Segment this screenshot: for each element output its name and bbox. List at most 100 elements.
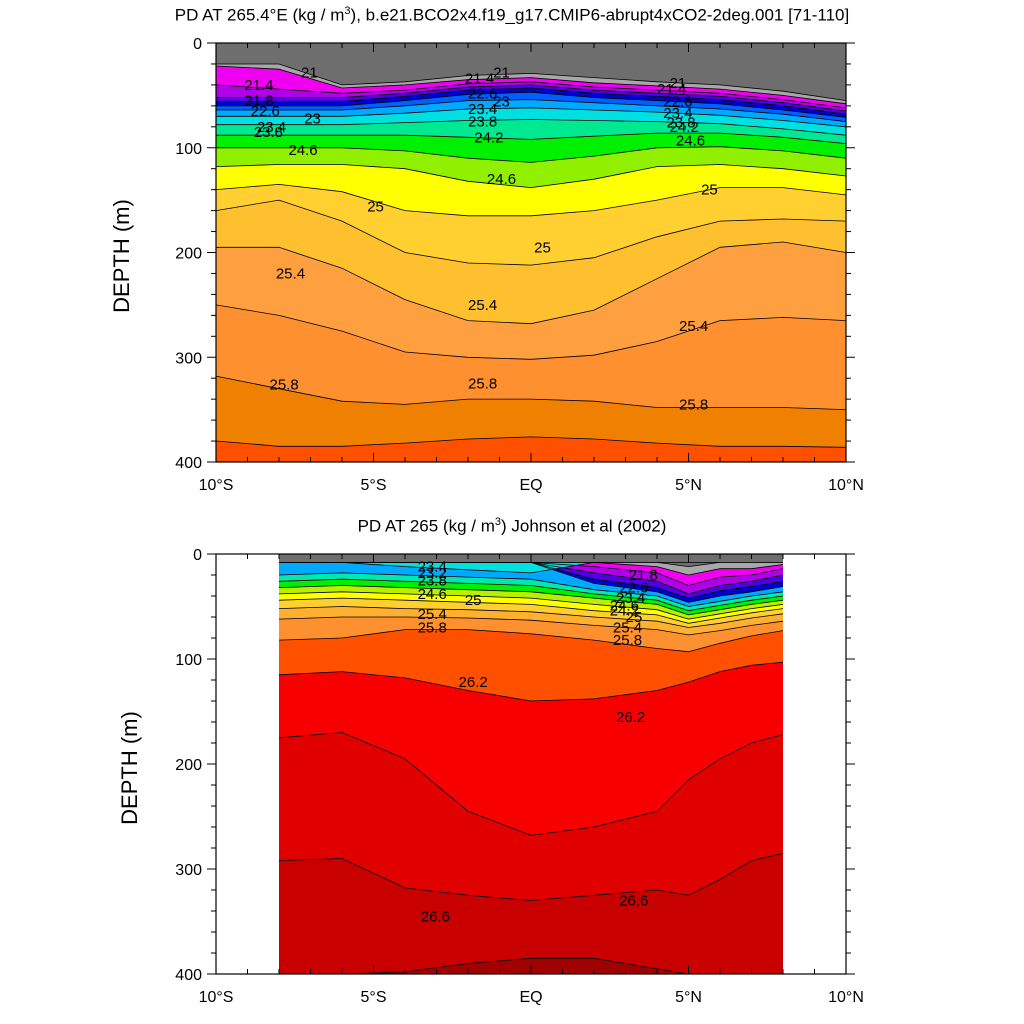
contour-label: 25.8 xyxy=(270,376,299,393)
x-tick-label: 10°S xyxy=(199,477,234,494)
contour-label: 23.8 xyxy=(418,572,447,589)
contour-line xyxy=(216,241,847,325)
contour-line xyxy=(215,164,847,189)
contour-label: 21.8 xyxy=(629,567,658,584)
x-tick-label: 5°S xyxy=(361,477,387,494)
contour-label: 24.2 xyxy=(610,603,639,620)
contour-label: 24.2 xyxy=(474,129,503,146)
contour-label: 23.8 xyxy=(254,124,283,141)
contour-label: 21 xyxy=(670,75,687,92)
bottom-chart-title: PD AT 265 (kg / m3) Johnson et al (2002) xyxy=(357,516,667,536)
y-tick-label: 200 xyxy=(175,757,202,774)
contour-labels: 23.423.823.224.6 2525.425.826.221.822.623… xyxy=(418,559,658,926)
bottom-contour-plot: 23.423.823.224.6 2525.425.826.221.822.623… xyxy=(175,547,864,1006)
contour-label: 21.8 xyxy=(244,93,273,110)
contour-label: 25.8 xyxy=(679,396,708,413)
y-tick-label: 300 xyxy=(175,862,202,879)
contour-label: 21 xyxy=(493,64,510,81)
contour-label: 23.4 xyxy=(616,590,645,607)
contour-line xyxy=(279,562,784,603)
contour-line xyxy=(278,852,784,901)
contour-label: 23.2 xyxy=(418,565,447,582)
y-tick-label: 400 xyxy=(175,967,202,984)
contour-label: 25 xyxy=(701,182,718,199)
contour-label: 22.6 xyxy=(251,103,280,120)
contour-label: 25.8 xyxy=(418,620,447,637)
contour-line xyxy=(278,597,784,624)
contour-line xyxy=(278,661,784,702)
y-tick-label: 200 xyxy=(175,246,202,263)
contour-label: 21.4 xyxy=(465,71,494,88)
y-tick-label: 400 xyxy=(175,455,202,472)
no-data-region xyxy=(216,554,279,974)
contour-label: 22.6 xyxy=(468,85,497,102)
contour-line xyxy=(278,591,784,620)
contour-label: 22.6 xyxy=(663,94,692,111)
no-data-region xyxy=(783,554,846,974)
contour-line xyxy=(215,199,847,266)
contour-label: 23.4 xyxy=(418,559,447,576)
axis-ticks xyxy=(207,42,855,463)
contour-line xyxy=(216,132,847,144)
contour-line xyxy=(215,183,847,217)
top-chart-title: PD AT 265.4°E (kg / m3), b.e21.BCO2x4.f1… xyxy=(174,5,850,25)
y-tick-label: 100 xyxy=(175,652,202,669)
y-tick-label: 300 xyxy=(175,350,202,367)
y-tick-label: 100 xyxy=(175,141,202,158)
x-tick-label: 10°N xyxy=(828,989,864,1006)
contour-line xyxy=(216,146,847,163)
contour-line xyxy=(278,616,784,636)
contour-label: 24.6 xyxy=(610,597,639,614)
contour-label: 25 xyxy=(367,198,384,215)
contour-label: 23.4 xyxy=(257,119,286,136)
contour-label: 24.6 xyxy=(418,586,447,603)
contour-label: 24.2 xyxy=(670,119,699,136)
contour-line xyxy=(216,99,847,122)
x-tick-label: 5°N xyxy=(675,477,702,494)
contour-label: 23 xyxy=(304,110,321,127)
contour-line xyxy=(278,572,784,607)
contour-line xyxy=(215,436,847,448)
contour-band xyxy=(216,43,846,101)
contour-label: 22.6 xyxy=(619,580,648,597)
x-tick-label: 5°N xyxy=(675,989,702,1006)
contour-label: 26.6 xyxy=(619,893,648,910)
contour-label: 24.6 xyxy=(676,132,705,149)
contour-label: 25 xyxy=(626,609,643,626)
x-tick-label: 10°N xyxy=(828,477,864,494)
contour-label: 26.2 xyxy=(459,674,488,691)
contour-line xyxy=(215,375,847,410)
contour-line xyxy=(216,63,847,101)
contour-line xyxy=(216,87,847,115)
contour-label: 25.4 xyxy=(418,606,447,623)
contour-label: 25.4 xyxy=(679,318,708,335)
top-chart-panel: PD AT 265.4°E (kg / m3), b.e21.BCO2x4.f1… xyxy=(109,5,864,494)
contour-label: 23.4 xyxy=(663,105,692,122)
contour-line xyxy=(278,585,784,616)
contour-label: 25.8 xyxy=(468,375,497,392)
contour-label: 24.6 xyxy=(487,171,516,188)
contour-line xyxy=(216,84,847,112)
x-tick-label: 5°S xyxy=(361,989,387,1006)
x-tick-label: EQ xyxy=(519,989,542,1006)
contour-label: 21.4 xyxy=(657,81,686,98)
contour-label: 23.4 xyxy=(468,101,497,118)
x-tick-label: 10°S xyxy=(199,989,234,1006)
contour-label: 26.6 xyxy=(421,908,450,925)
contour-lines xyxy=(278,562,784,975)
x-tick-label: EQ xyxy=(519,477,542,494)
axis-ticks xyxy=(207,553,855,975)
contour-label: 21.4 xyxy=(244,77,273,94)
contour-line xyxy=(215,81,847,109)
contour-label: 21 xyxy=(301,64,318,81)
contour-line xyxy=(215,304,847,360)
contour-label: 24.6 xyxy=(288,142,317,159)
y-tick-label: 0 xyxy=(193,36,202,53)
contour-label: 23 xyxy=(493,94,510,111)
y-tick-label: 0 xyxy=(193,547,202,564)
contour-label: 23.8 xyxy=(468,114,497,131)
contour-line xyxy=(215,65,847,105)
contour-label: 25.4 xyxy=(276,265,305,282)
contour-line xyxy=(216,107,847,128)
